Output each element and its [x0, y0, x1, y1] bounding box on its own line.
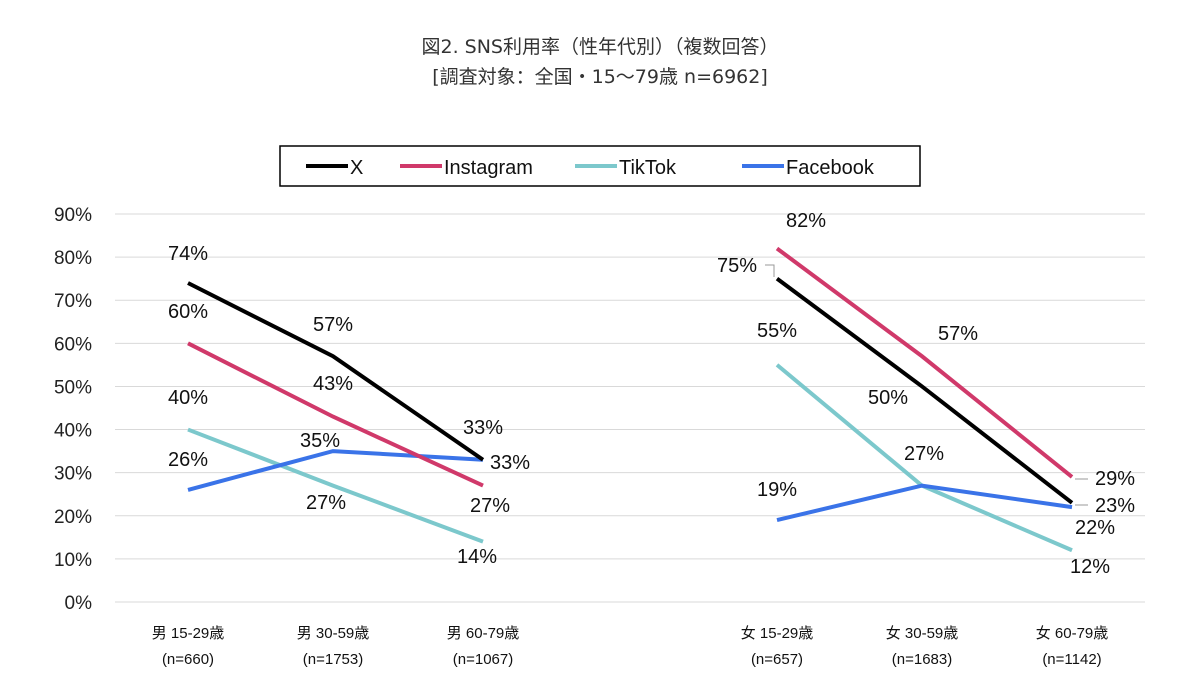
- series-line-facebook-male: [187, 449, 484, 492]
- x-tick-sample-size: (n=1067): [453, 651, 513, 668]
- x-tick-label: 女 60-79歳: [1036, 624, 1109, 642]
- x-tick-label: 女 15-29歳: [741, 624, 814, 642]
- series-line-instagram-female: [775, 246, 1074, 479]
- x-tick-label: 男 30-59歳: [297, 625, 370, 642]
- data-label-instagram: 27%: [470, 495, 510, 517]
- data-label-facebook: 35%: [300, 430, 340, 452]
- data-label-facebook: 27%: [904, 443, 944, 465]
- x-tick-label: 男 60-79歳: [447, 625, 520, 642]
- leader-line: [765, 264, 775, 277]
- data-label-instagram: 60%: [168, 301, 208, 323]
- data-label-x: 75%: [717, 255, 757, 277]
- x-tick-sample-size: (n=657): [751, 651, 803, 668]
- y-tick-label: 90%: [54, 205, 92, 226]
- x-tick-sample-size: (n=660): [162, 651, 214, 668]
- data-label-tiktok: 27%: [306, 492, 346, 514]
- x-tick-label: 男 15-29歳: [152, 625, 225, 642]
- data-label-tiktok: 12%: [1070, 556, 1110, 578]
- legend-label-instagram: Instagram: [444, 157, 533, 179]
- data-label-instagram: 82%: [786, 210, 826, 232]
- data-label-tiktok: 14%: [457, 546, 497, 568]
- y-tick-label: 70%: [54, 291, 92, 312]
- series-line-x-male: [187, 281, 485, 462]
- x-tick-sample-size: (n=1142): [1042, 651, 1101, 668]
- data-label-tiktok: 55%: [757, 320, 797, 342]
- data-label-facebook: 33%: [490, 452, 530, 474]
- legend-label-facebook: Facebook: [786, 157, 875, 179]
- legend-label-tiktok: TikTok: [619, 157, 677, 179]
- legend-label-x: X: [350, 157, 363, 179]
- y-tick-label: 0%: [65, 593, 93, 614]
- data-label-instagram: 29%: [1095, 468, 1135, 490]
- x-tick-sample-size: (n=1753): [303, 651, 363, 668]
- y-tick-label: 10%: [54, 550, 92, 571]
- chart-subtitle: [調査対象：全国・15〜79歳 n=6962]: [432, 66, 768, 88]
- data-label-x: 33%: [463, 417, 503, 439]
- series-line-x-female: [775, 277, 1074, 505]
- data-label-x: 57%: [313, 314, 353, 336]
- y-tick-label: 80%: [54, 248, 92, 269]
- data-label-instagram: 57%: [938, 323, 978, 345]
- y-tick-label: 40%: [54, 421, 92, 442]
- series-line-instagram-male: [187, 341, 484, 488]
- x-tick-sample-size: (n=1683): [892, 651, 952, 668]
- series-line-facebook-female: [776, 483, 1073, 523]
- chart-title: 図2. SNS利用率（性年代別）（複数回答）: [421, 36, 779, 58]
- data-label-x: 23%: [1095, 495, 1135, 517]
- data-label-x: 50%: [868, 387, 908, 409]
- data-label-facebook: 22%: [1075, 517, 1115, 539]
- data-label-instagram: 43%: [313, 373, 353, 395]
- y-tick-label: 30%: [54, 464, 92, 485]
- x-tick-label: 女 30-59歳: [886, 624, 959, 642]
- data-label-facebook: 19%: [757, 479, 797, 501]
- y-tick-label: 20%: [54, 507, 92, 528]
- data-label-facebook: 26%: [168, 449, 208, 471]
- y-tick-label: 50%: [54, 377, 92, 398]
- series-line-tiktok-male: [187, 427, 484, 544]
- data-label-tiktok: 40%: [168, 387, 208, 409]
- data-label-x: 74%: [168, 243, 208, 265]
- y-tick-label: 60%: [54, 334, 92, 355]
